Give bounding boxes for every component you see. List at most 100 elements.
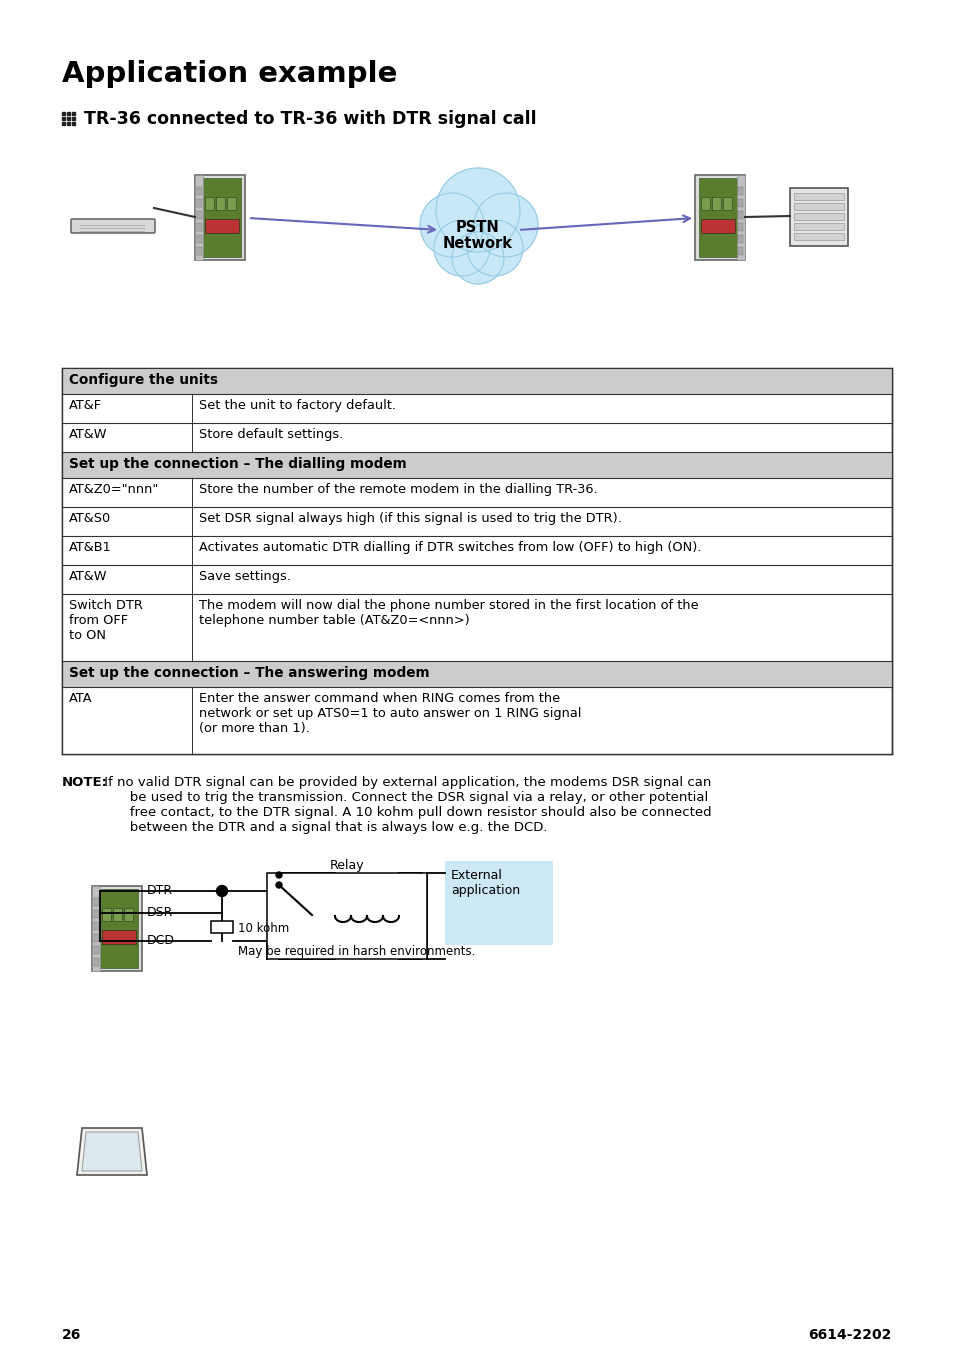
Text: Enter the answer command when RING comes from the
network or set up ATS0=1 to au: Enter the answer command when RING comes… (199, 693, 580, 734)
Bar (62, 117, 65, 120)
Bar (699, 178, 737, 256)
Bar (63, 369, 890, 393)
Bar (196, 211, 202, 219)
Circle shape (474, 193, 537, 256)
Bar (211, 921, 233, 933)
Bar (63, 687, 890, 753)
Bar (62, 112, 65, 115)
Bar (91, 886, 142, 971)
FancyBboxPatch shape (71, 219, 154, 234)
Bar (444, 861, 553, 945)
Bar (227, 197, 235, 211)
Bar (71, 122, 74, 124)
Bar (94, 922, 99, 930)
Bar (71, 112, 74, 115)
Bar (124, 909, 132, 921)
Bar (215, 197, 225, 211)
Bar (711, 197, 720, 211)
Circle shape (467, 220, 522, 275)
Bar (94, 958, 99, 967)
Bar (738, 247, 742, 255)
Bar (63, 478, 890, 506)
Bar (793, 202, 843, 211)
Bar (63, 536, 890, 564)
Bar (793, 193, 843, 200)
Bar (62, 369, 891, 755)
Text: DTR: DTR (147, 884, 172, 898)
Bar (67, 117, 70, 120)
Bar (737, 176, 744, 261)
Bar (205, 219, 239, 234)
Text: 10 kohm: 10 kohm (237, 922, 289, 936)
Bar (738, 198, 742, 207)
Bar (63, 566, 890, 594)
Text: AT&W: AT&W (69, 428, 108, 441)
Circle shape (436, 167, 519, 252)
Bar (722, 197, 731, 211)
Text: Configure the units: Configure the units (69, 373, 218, 387)
Bar (94, 934, 99, 942)
Bar (112, 909, 122, 921)
Bar (695, 176, 744, 261)
Bar (194, 176, 203, 261)
Text: AT&W: AT&W (69, 570, 108, 583)
Text: Set the unit to factory default.: Set the unit to factory default. (199, 400, 395, 412)
Text: ATA: ATA (69, 693, 92, 705)
Bar (100, 890, 138, 968)
Bar (63, 423, 890, 451)
Bar (203, 178, 241, 256)
Text: The modem will now dial the phone number stored in the first location of the
tel: The modem will now dial the phone number… (199, 599, 698, 626)
Bar (63, 452, 890, 478)
Bar (94, 910, 99, 918)
Text: TR-36 connected to TR-36 with DTR signal call: TR-36 connected to TR-36 with DTR signal… (84, 109, 536, 128)
Bar (196, 235, 202, 243)
Text: May be required in harsh environments.: May be required in harsh environments. (237, 945, 475, 958)
Circle shape (216, 886, 227, 896)
Bar (71, 117, 74, 120)
Circle shape (275, 872, 282, 878)
Bar (789, 188, 847, 246)
Bar (62, 122, 65, 124)
Circle shape (275, 882, 282, 888)
Bar (738, 188, 742, 194)
Text: Save settings.: Save settings. (199, 570, 291, 583)
Bar (793, 213, 843, 220)
Bar (91, 886, 100, 971)
Bar (205, 197, 213, 211)
Polygon shape (82, 1133, 142, 1170)
Bar (63, 508, 890, 536)
Bar (700, 197, 709, 211)
Bar (63, 662, 890, 687)
Bar (102, 930, 136, 944)
Text: Network: Network (442, 235, 513, 251)
Text: 26: 26 (62, 1328, 81, 1342)
Text: External
application: External application (451, 869, 519, 896)
Circle shape (434, 220, 490, 275)
Text: Store the number of the remote modem in the dialling TR-36.: Store the number of the remote modem in … (199, 483, 597, 495)
Bar (194, 176, 245, 261)
Text: If no valid DTR signal can be provided by external application, the modems DSR s: If no valid DTR signal can be provided b… (100, 776, 711, 834)
Bar (793, 223, 843, 230)
Text: Switch DTR
from OFF
to ON: Switch DTR from OFF to ON (69, 599, 143, 643)
Bar (63, 394, 890, 423)
Bar (102, 909, 111, 921)
Text: AT&F: AT&F (69, 400, 102, 412)
Bar (63, 594, 890, 660)
Bar (793, 234, 843, 240)
Bar (67, 122, 70, 124)
Bar (700, 219, 734, 234)
Text: Relay: Relay (330, 859, 364, 872)
Text: AT&S0: AT&S0 (69, 512, 112, 525)
Text: 6614-2202: 6614-2202 (808, 1328, 891, 1342)
Text: PSTN: PSTN (456, 220, 499, 235)
Text: DSR: DSR (147, 906, 173, 919)
Bar (738, 223, 742, 231)
Circle shape (419, 193, 483, 256)
Bar (738, 211, 742, 219)
Text: AT&B1: AT&B1 (69, 541, 112, 554)
Text: DCD: DCD (147, 934, 174, 948)
Polygon shape (77, 1129, 147, 1174)
Bar (94, 898, 99, 906)
Bar (196, 247, 202, 255)
Bar (196, 223, 202, 231)
